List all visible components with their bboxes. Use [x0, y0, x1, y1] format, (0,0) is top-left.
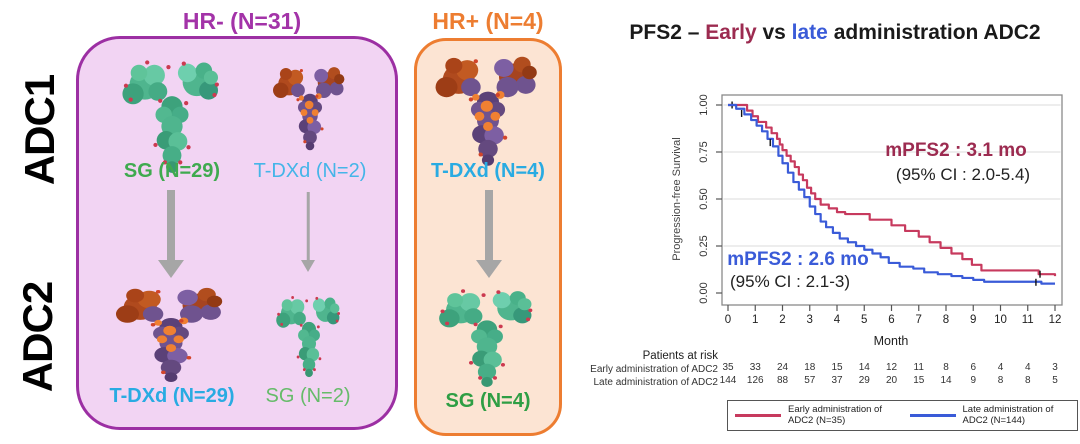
y-tick-label: 1.00	[698, 94, 710, 115]
risk-value: 15	[831, 362, 843, 373]
risk-value: 35	[722, 362, 734, 373]
legend-label: Early administration of ADC2 (N=35)	[788, 404, 882, 426]
late-ci-annotation: (95% CI : 2.1-3)	[730, 272, 850, 291]
x-tick-label: 1	[752, 314, 758, 326]
tdxd-adc2-label: T-DXd (N=29)	[109, 385, 235, 407]
y-axis-label: Progression-free Survival	[671, 137, 683, 261]
y-tick-label: 0.75	[698, 141, 710, 162]
sg-molecule-adc2-hrneg	[270, 290, 348, 378]
x-tick-label: 0	[725, 314, 731, 326]
x-tick-label: 5	[861, 314, 867, 326]
chart-title-suffix: administration ADC2	[827, 21, 1041, 44]
adc1-row-label: ADC1	[16, 74, 63, 186]
risk-value: 9	[970, 375, 977, 386]
chart-title-prefix: PFS2 –	[629, 21, 706, 44]
sg-antibody-icon	[122, 60, 219, 173]
legend-label: Late administration of ADC2 (N=144)	[962, 404, 1054, 426]
km-curve-late	[728, 103, 1055, 285]
x-axis-label: Month	[874, 334, 909, 348]
x-tick-label: 2	[779, 314, 785, 326]
tdxd-molecule-adc2-hrneg	[107, 282, 235, 384]
legend-line-swatch	[909, 414, 956, 417]
tdxd-antibody-icon	[115, 287, 223, 383]
legend-entry-early: Early administration of ADC2 (N=35)	[728, 404, 903, 426]
sg-adc1-label: SG (N=29)	[123, 160, 221, 182]
early-ci-annotation: (95% CI : 2.0-5.4)	[895, 165, 1031, 184]
sg-adc2-small-label: SG (N=2)	[265, 385, 351, 407]
y-tick-label: 0.00	[698, 282, 710, 303]
km-curve-early	[728, 103, 1057, 277]
x-tick-label: 6	[888, 314, 894, 326]
chart-title: PFS2 – Early vs late administration ADC2	[585, 21, 1080, 45]
x-tick-label: 8	[943, 314, 949, 326]
x-tick-label: 7	[916, 314, 922, 326]
tdxd-adc1-hrpos-label: T-DXd (N=4)	[431, 160, 545, 182]
legend: Early administration of ADC2 (N=35) Late a…	[727, 400, 1078, 431]
risk-value: 4	[1024, 362, 1031, 373]
chart-title-vs: vs	[756, 21, 792, 44]
risk-value: 15	[913, 375, 925, 386]
risk-table-header: Patients at risk	[642, 350, 718, 362]
down-arrow-icon	[300, 192, 316, 272]
adc2-row-label: ADC2	[14, 281, 61, 393]
x-tick-label: 10	[994, 314, 1007, 326]
x-tick-label: 11	[1022, 314, 1034, 326]
x-tick-label: 3	[807, 314, 813, 326]
risk-value: 33	[749, 362, 761, 373]
late-median-annotation: mPFS2 : 2.6 mo	[727, 249, 869, 270]
hr-negative-title: HR- (N=31)	[182, 8, 302, 34]
x-tick-label: 12	[1049, 314, 1062, 326]
risk-value: 20	[885, 375, 898, 386]
early-median-annotation: mPFS2 : 3.1 mo	[885, 140, 1027, 161]
risk-value: 88	[776, 375, 789, 386]
tdxd-antibody-icon	[273, 67, 345, 151]
risk-row-label-early: Early administration of ADC2	[590, 364, 718, 375]
risk-value: 8	[943, 362, 949, 373]
y-tick-label: 0.25	[698, 235, 710, 256]
tdxd-molecule-adc1-hrneg	[267, 62, 353, 152]
chart-title-early: Early	[705, 21, 757, 44]
risk-value: 24	[776, 362, 789, 373]
legend-entry-late: Late administration of ADC2 (N=144)	[903, 404, 1078, 426]
sg-molecule-adc2-hrpos	[430, 282, 544, 388]
risk-value: 3	[1052, 362, 1058, 373]
risk-value: 29	[858, 375, 870, 386]
sg-molecule-adc1-hrneg	[113, 52, 231, 174]
risk-value: 4	[997, 362, 1004, 373]
x-tick-label: 9	[970, 314, 976, 326]
risk-value: 6	[970, 362, 977, 373]
risk-value: 126	[746, 375, 764, 386]
km-plot: Progression-free Survival Month 0.00 0.25…	[671, 94, 1063, 348]
down-arrow-icon	[476, 190, 502, 278]
down-arrow-icon	[158, 190, 184, 278]
risk-value: 144	[719, 375, 737, 386]
risk-row-label-late: Late administration of ADC2	[593, 377, 718, 388]
chart-title-late: late	[791, 21, 828, 44]
risk-value: 57	[804, 375, 816, 386]
risk-value: 8	[997, 375, 1004, 386]
sg-adc2-hrpos-label: SG (N=4)	[445, 390, 531, 412]
legend-line-swatch	[735, 414, 781, 417]
tdxd-adc1-small-label: T-DXd (N=2)	[253, 160, 367, 182]
risk-value: 11	[913, 362, 924, 373]
risk-value: 18	[804, 362, 816, 373]
risk-value: 14	[940, 375, 952, 386]
hr-positive-title: HR+ (N=4)	[432, 8, 544, 34]
risk-value: 5	[1052, 375, 1058, 386]
risk-value: 14	[858, 362, 870, 373]
risk-value: 8	[1024, 375, 1031, 386]
risk-value: 37	[831, 375, 843, 386]
y-tick-label: 0.50	[698, 188, 710, 209]
tdxd-molecule-adc1-hrpos	[427, 50, 549, 168]
sg-antibody-icon	[439, 289, 533, 387]
x-tick-label: 4	[834, 314, 841, 326]
sg-antibody-icon	[276, 296, 341, 378]
tdxd-antibody-icon	[435, 56, 537, 166]
risk-value: 12	[885, 362, 898, 373]
